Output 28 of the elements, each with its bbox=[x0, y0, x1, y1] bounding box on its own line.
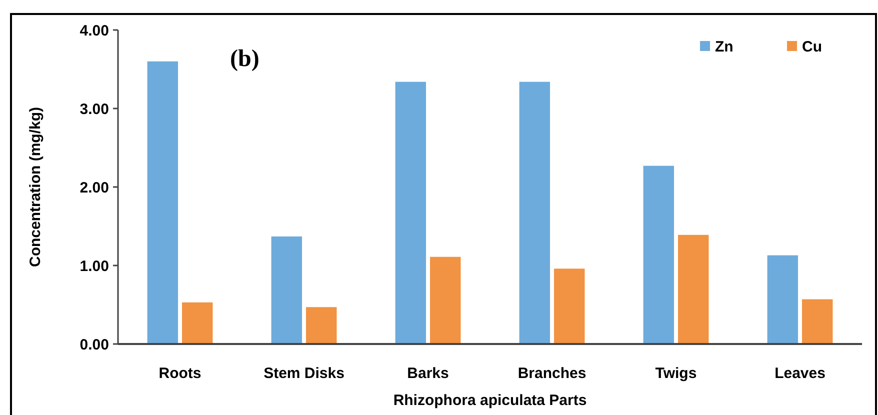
x-tick-label: Branches bbox=[518, 365, 586, 382]
bar bbox=[678, 234, 709, 344]
bar bbox=[271, 236, 302, 344]
y-tick-label: 1.00 bbox=[80, 258, 109, 275]
x-tick-label: Leaves bbox=[774, 365, 826, 382]
bar bbox=[519, 82, 550, 344]
y-tick-label: 4.00 bbox=[80, 22, 109, 40]
legend-label: Cu bbox=[802, 38, 822, 56]
y-tick-label: 3.00 bbox=[80, 100, 109, 118]
bar bbox=[554, 268, 585, 344]
legend-label: Zn bbox=[715, 38, 734, 56]
bar bbox=[767, 255, 798, 344]
annotation: (b) bbox=[230, 46, 260, 72]
x-tick-label: Twigs bbox=[655, 365, 697, 382]
x-tick-label: Barks bbox=[407, 365, 449, 382]
y-tick-label: 2.00 bbox=[80, 179, 109, 196]
bar bbox=[182, 302, 213, 344]
x-tick-label: Roots bbox=[158, 365, 202, 382]
bar bbox=[802, 299, 833, 344]
bar bbox=[643, 166, 674, 344]
bar bbox=[306, 307, 337, 344]
x-axis-title: Rhizophora apiculata Parts bbox=[393, 392, 587, 409]
bar bbox=[147, 61, 178, 344]
y-tick-label: 0.00 bbox=[80, 336, 109, 354]
bar bbox=[395, 82, 426, 344]
bar bbox=[430, 256, 461, 344]
y-axis-title: Concentration (mg/kg) bbox=[27, 107, 44, 267]
x-tick-label: Stem Disks bbox=[264, 365, 344, 382]
